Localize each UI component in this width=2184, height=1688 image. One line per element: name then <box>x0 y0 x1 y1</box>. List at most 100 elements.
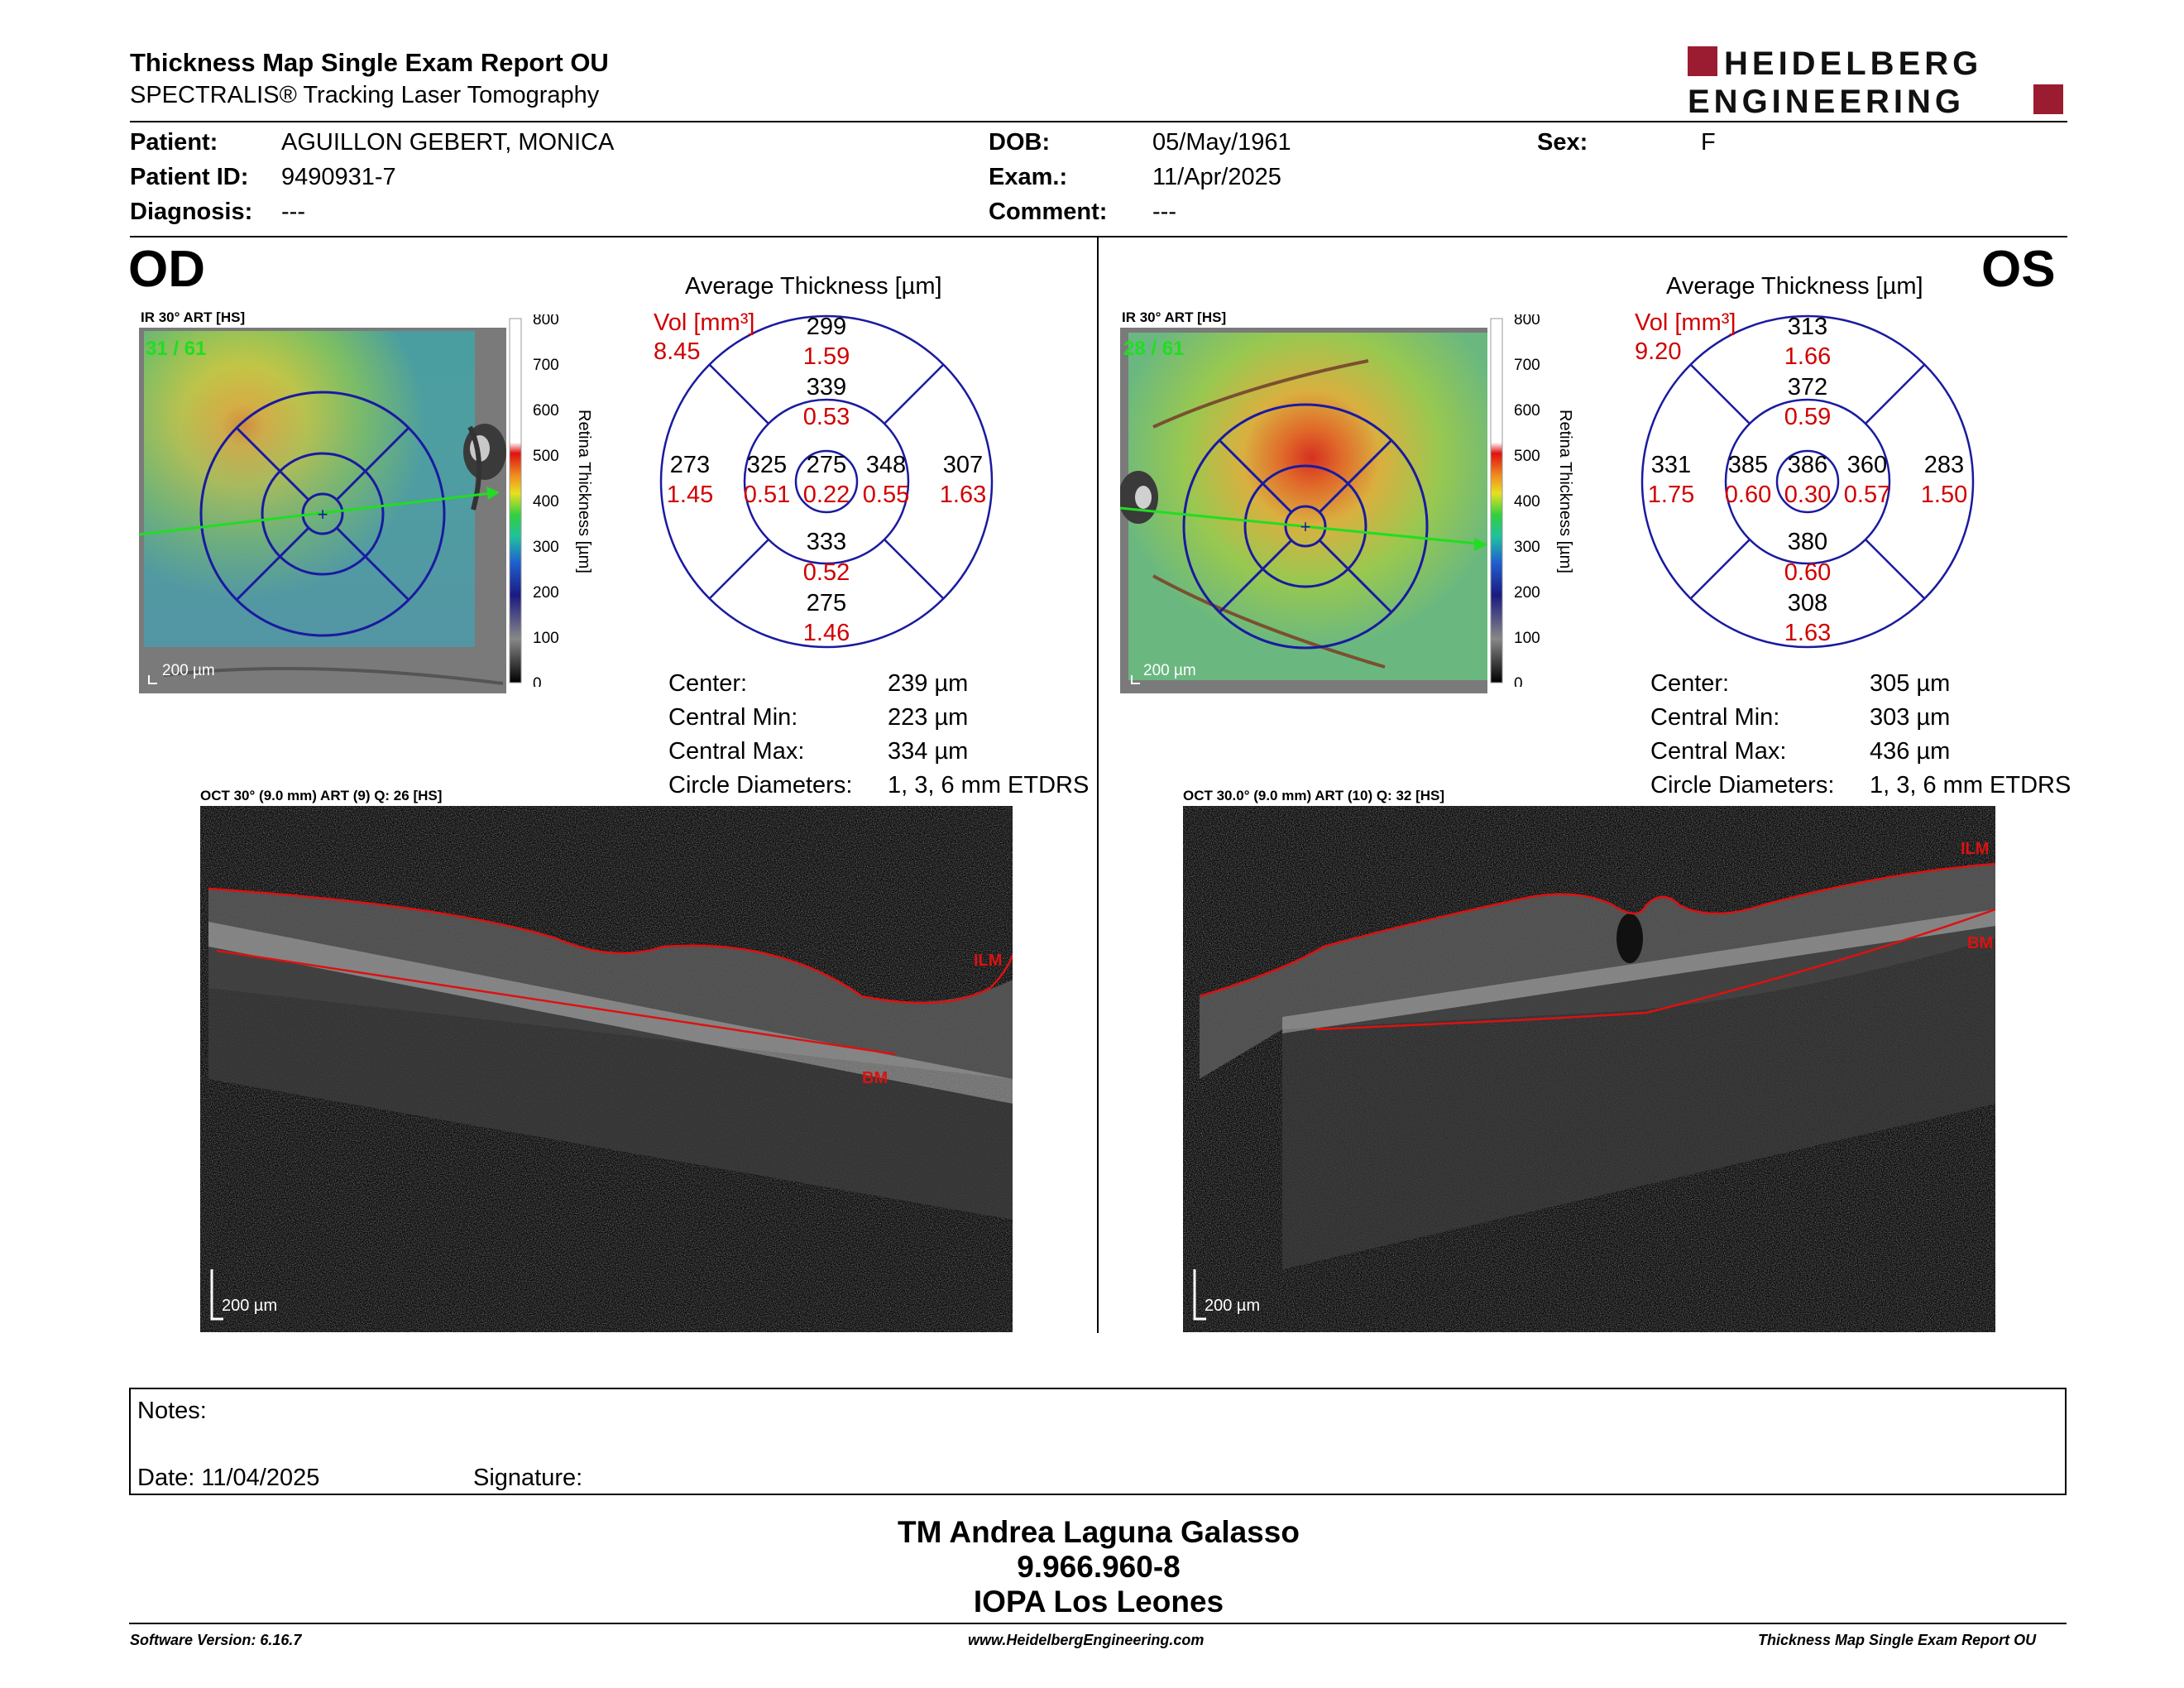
os-inner-left-volume: 0.60 <box>1725 482 1771 508</box>
cbar-tick: 800 <box>533 314 559 328</box>
od-oct-caption: OCT 30° (9.0 mm) ART (9) Q: 26 [HS] <box>200 788 443 803</box>
od-outer-sup-volume: 1.59 <box>803 343 850 370</box>
os-inner-inf-volume: 0.60 <box>1784 559 1831 586</box>
od-outer-left-volume: 1.45 <box>667 482 713 508</box>
patient-label: Patient: <box>130 129 218 156</box>
cbar-tick: 300 <box>1514 539 1540 556</box>
cbar-tick: 100 <box>533 630 559 647</box>
signature-label: Signature: <box>473 1465 583 1491</box>
os-stat-label: Central Max: <box>1650 738 1787 765</box>
os-thickness-map: + 28 / 61 200 µm <box>1118 328 1487 693</box>
sex-value: F <box>1701 129 1716 156</box>
eye-divider <box>1097 237 1099 1333</box>
os-center-volume: 0.30 <box>1784 482 1831 508</box>
logo-line1: HEIDELBERG <box>1724 46 1982 82</box>
od-bm-label: BM <box>862 1069 888 1087</box>
od-stat-label: Circle Diameters: <box>668 772 853 798</box>
os-stat-value: 1, 3, 6 mm ETDRS <box>1870 772 2071 798</box>
svg-text:+: + <box>318 504 328 525</box>
footer-report-name: Thickness Map Single Exam Report OU <box>1758 1632 2037 1648</box>
os-outer-sup-volume: 1.66 <box>1784 343 1831 370</box>
od-outer-right-thickness: 307 <box>943 452 983 478</box>
signer-name: TM Andrea Laguna Galasso <box>898 1515 1300 1549</box>
od-inner-left-volume: 0.51 <box>744 482 790 508</box>
dob-label: DOB: <box>989 129 1051 156</box>
od-stat-label: Central Max: <box>668 738 805 765</box>
logo-line2: ENGINEERING <box>1688 84 1965 119</box>
od-inner-sup-thickness: 339 <box>807 374 846 400</box>
footer-website[interactable]: www.HeidelbergEngineering.com <box>968 1632 1205 1648</box>
patient-name: AGUILLON GEBERT, MONICA <box>281 129 615 156</box>
notes-box[interactable]: Notes: Date: 11/04/2025 Signature: <box>129 1388 2067 1495</box>
signer-id: 9.966.960-8 <box>1017 1550 1181 1584</box>
os-stat-label: Central Min: <box>1650 704 1780 731</box>
cbar-tick: 500 <box>533 448 559 465</box>
os-oct-scale: 200 µm <box>1205 1297 1260 1315</box>
comment-label: Comment: <box>989 199 1108 225</box>
os-stat-value: 436 µm <box>1870 738 1951 765</box>
cbar-tick: 200 <box>1514 584 1540 602</box>
od-outer-inf-volume: 1.46 <box>803 620 850 646</box>
od-ir-caption: IR 30° ART [HS] <box>141 309 246 325</box>
od-outer-left-thickness: 273 <box>670 452 710 478</box>
os-vol-label: Vol [mm³] <box>1635 309 1736 336</box>
footer-software: Software Version: 6.16.7 <box>130 1632 302 1648</box>
od-inner-left-thickness: 325 <box>747 452 787 478</box>
os-oct-caption: OCT 30.0° (9.0 mm) ART (10) Q: 32 [HS] <box>1183 788 1445 803</box>
od-outer-inf-thickness: 275 <box>807 590 846 616</box>
od-avg-title: Average Thickness [µm] <box>685 273 942 300</box>
svg-text:+: + <box>1300 516 1311 537</box>
os-vol-value: 9.20 <box>1635 338 1681 365</box>
os-inner-inf-thickness: 380 <box>1788 529 1827 555</box>
os-outer-right-thickness: 283 <box>1924 452 1964 478</box>
report-subtitle: SPECTRALIS® Tracking Laser Tomography <box>130 82 600 108</box>
cbar-tick: 400 <box>1514 493 1540 511</box>
os-inner-right-volume: 0.57 <box>1844 482 1890 508</box>
od-stat-label: Center: <box>668 670 748 697</box>
od-center-thickness: 275 <box>807 452 846 478</box>
os-frame-counter: 28 / 61 <box>1123 338 1184 360</box>
od-vol-value: 8.45 <box>654 338 700 365</box>
cbar-tick: 500 <box>1514 448 1540 465</box>
notes-label: Notes: <box>137 1398 207 1424</box>
notes-date: Date: 11/04/2025 <box>137 1465 320 1491</box>
od-inner-inf-volume: 0.52 <box>803 559 850 586</box>
os-inner-left-thickness: 385 <box>1728 452 1768 478</box>
os-stat-value: 305 µm <box>1870 670 1951 697</box>
os-inner-right-thickness: 360 <box>1847 452 1887 478</box>
os-outer-right-volume: 1.50 <box>1921 482 1967 508</box>
cbar-label: Retina Thickness [µm] <box>1556 410 1574 573</box>
os-map-scale: 200 µm <box>1143 662 1196 679</box>
od-inner-right-volume: 0.55 <box>863 482 909 508</box>
patient-id: 9490931-7 <box>281 164 396 190</box>
od-vol-label: Vol [mm³] <box>654 309 754 336</box>
sex-label: Sex: <box>1537 129 1588 156</box>
od-stat-value: 1, 3, 6 mm ETDRS <box>888 772 1090 798</box>
os-inner-sup-thickness: 372 <box>1788 374 1827 400</box>
cbar-tick: 0 <box>1514 675 1523 687</box>
od-frame-counter: 31 / 61 <box>146 338 206 360</box>
cbar-label: Retina Thickness [µm] <box>575 410 593 573</box>
cbar-tick: 700 <box>1514 357 1540 374</box>
od-map-scale: 200 µm <box>162 662 215 679</box>
os-bm-label: BM <box>1967 934 1993 952</box>
od-ilm-label: ILM <box>974 952 1002 970</box>
od-colorbar: 800 700 600 500 400 300 200 100 0 Retina… <box>508 311 599 693</box>
od-eye-label: OD <box>128 241 205 298</box>
os-stat-label: Center: <box>1650 670 1730 697</box>
os-avg-title: Average Thickness [µm] <box>1666 273 1923 300</box>
os-ir-caption: IR 30° ART [HS] <box>1122 309 1227 325</box>
cbar-tick: 200 <box>533 584 559 602</box>
cbar-tick: 0 <box>533 675 542 687</box>
os-outer-inf-volume: 1.63 <box>1784 620 1831 646</box>
diagnosis-value: --- <box>281 199 305 225</box>
od-inner-right-thickness: 348 <box>866 452 906 478</box>
os-outer-left-thickness: 331 <box>1651 452 1691 478</box>
signer-org: IOPA Los Leones <box>973 1585 1224 1618</box>
os-colorbar: 800 700 600 500 400 300 200 100 0 Retina… <box>1489 311 1580 693</box>
heidelberg-logo: HEIDELBERG ENGINEERING <box>1688 45 2068 120</box>
dob-value: 05/May/1961 <box>1152 129 1291 156</box>
od-outer-sup-thickness: 299 <box>807 314 846 340</box>
diagnosis-label: Diagnosis: <box>130 199 253 225</box>
cbar-tick: 800 <box>1514 314 1540 328</box>
